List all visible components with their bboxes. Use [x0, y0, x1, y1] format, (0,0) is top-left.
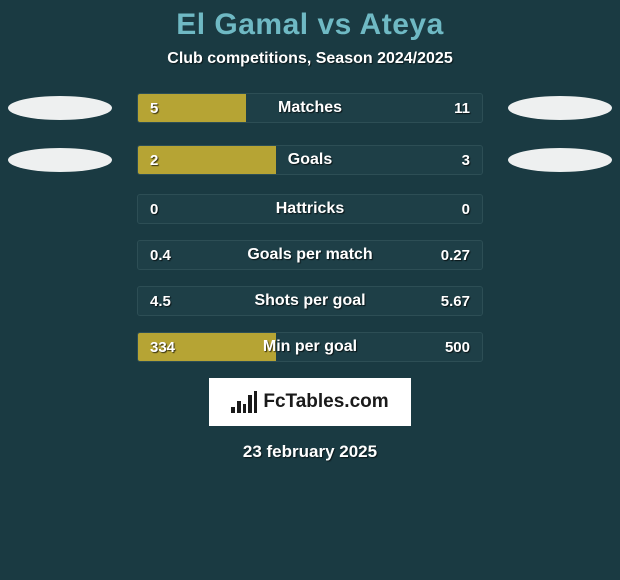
stat-value-left: 2	[150, 146, 158, 174]
stat-row: 0Hattricks0	[0, 194, 620, 224]
stat-row: 334Min per goal500	[0, 332, 620, 362]
stat-value-left: 334	[150, 333, 175, 361]
stat-bar: 0Hattricks0	[137, 194, 483, 224]
jersey-left	[5, 142, 115, 178]
page-title: El Gamal vs Ateya	[0, 8, 620, 42]
stat-bar: 5Matches11	[137, 93, 483, 123]
stat-bar-right-fill	[138, 241, 482, 269]
stat-value-right: 11	[454, 94, 470, 122]
stat-bar-right-fill	[276, 146, 482, 174]
stat-row: 4.5Shots per goal5.67	[0, 286, 620, 316]
stat-bar-left-fill	[138, 146, 276, 174]
stat-value-right: 0.27	[441, 241, 470, 269]
stat-bar: 2Goals3	[137, 145, 483, 175]
jersey-right	[505, 142, 615, 178]
jersey-right	[505, 90, 615, 126]
date-label: 23 february 2025	[0, 442, 620, 462]
stat-bar-right-fill	[138, 195, 482, 223]
stat-value-left: 4.5	[150, 287, 171, 315]
stat-row: 0.4Goals per match0.27	[0, 240, 620, 270]
stat-bar-right-fill	[246, 94, 482, 122]
comparison-card: El Gamal vs Ateya Club competitions, Sea…	[0, 0, 620, 462]
stats-container: 5Matches11 2Goals3 0Hattricks0 0.4Goals per…	[0, 90, 620, 362]
jersey-left	[5, 90, 115, 126]
stat-value-right: 0	[462, 195, 470, 223]
logo-text: FcTables.com	[263, 391, 388, 413]
bar-chart-icon	[231, 391, 257, 413]
stat-value-right: 3	[462, 146, 470, 174]
fctables-logo[interactable]: FcTables.com	[209, 378, 411, 426]
stat-value-right: 500	[445, 333, 470, 361]
page-subtitle: Club competitions, Season 2024/2025	[0, 50, 620, 68]
stat-bar: 0.4Goals per match0.27	[137, 240, 483, 270]
stat-value-left: 5	[150, 94, 158, 122]
stat-row-with-jerseys: 2Goals3	[0, 142, 620, 178]
stat-value-left: 0	[150, 195, 158, 223]
stat-value-left: 0.4	[150, 241, 171, 269]
stat-bar-right-fill	[138, 287, 482, 315]
stat-value-right: 5.67	[441, 287, 470, 315]
stat-bar: 334Min per goal500	[137, 332, 483, 362]
stat-row-with-jerseys: 5Matches11	[0, 90, 620, 126]
stat-bar: 4.5Shots per goal5.67	[137, 286, 483, 316]
